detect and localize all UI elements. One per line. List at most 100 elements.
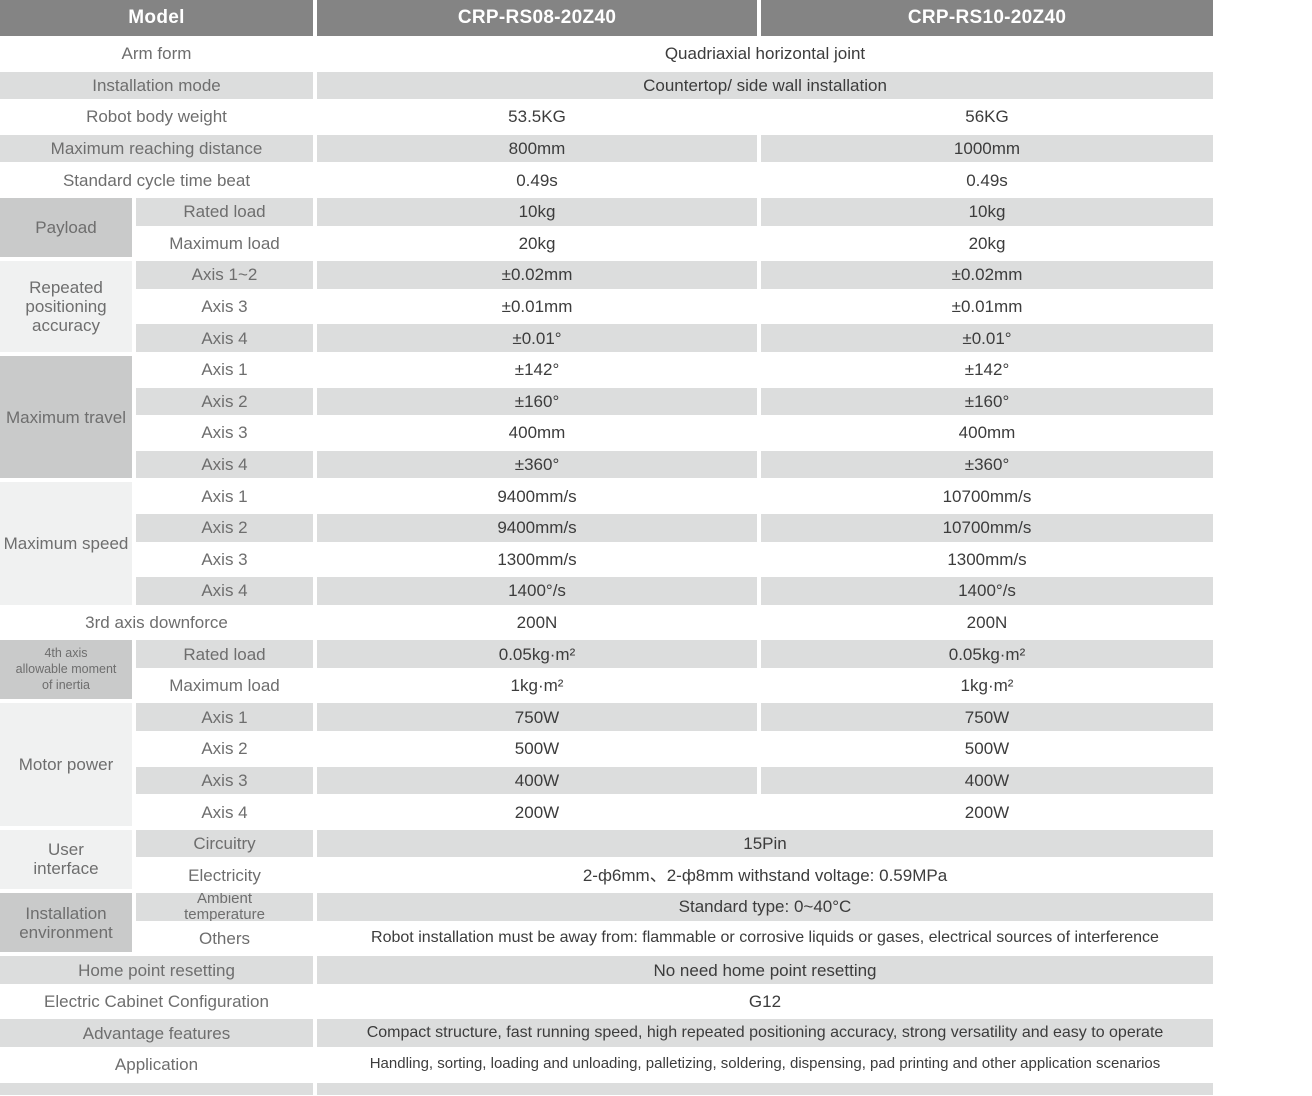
value-axis-3-r25-rs08: 400W: [317, 766, 757, 795]
sub-label-axis-1-r12: Axis 1: [136, 355, 313, 384]
value-axis-4-r19-rs10: 1400°/s: [761, 577, 1213, 605]
sub-label-axis-2-r13: Axis 2: [136, 387, 313, 416]
value-axis-2-r17-rs08: 9400mm/s: [317, 513, 757, 542]
row-label-advantage-features: Advantage features: [0, 1019, 313, 1047]
value-axis-1-r12-rs08: ±142°: [317, 355, 757, 384]
sub-label-axis-2-r17: Axis 2: [136, 513, 313, 542]
sub-label-electricity-r28: Electricity: [136, 861, 313, 890]
value-installation-mode: Countertop/ side wall installation: [317, 71, 1213, 100]
row-label-installation-mode: Installation mode: [0, 71, 313, 100]
value-axis-1-r12-rs10: ±142°: [761, 355, 1213, 384]
value-axis-1-r16-rs08: 9400mm/s: [317, 482, 757, 510]
group-label-maximum-speed: Maximum speed: [0, 482, 132, 605]
value-maximum-load-r22-rs08: 1kg·m²: [317, 671, 757, 700]
group-label-maximum-travel: Maximum travel: [0, 355, 132, 479]
sub-label-axis-4-r11: Axis 4: [136, 324, 313, 352]
value-axis-1-r23-rs10: 750W: [761, 703, 1213, 732]
sub-label-others-r30: Others: [136, 924, 313, 953]
value-axis-1-r23-rs08: 750W: [317, 703, 757, 732]
row-label-3rd-axis-downforce: 3rd axis downforce: [0, 608, 313, 637]
group-label-payload: Payload: [0, 197, 132, 258]
value-application: Handling, sorting, loading and unloading…: [317, 1051, 1213, 1079]
sub-label-axis-1-2-r9: Axis 1~2: [136, 261, 313, 289]
value-maximum-reaching-distance-rs08: 800mm: [317, 134, 757, 163]
value-axis-2-r17-rs10: 10700mm/s: [761, 513, 1213, 542]
sub-label-axis-3-r10: Axis 3: [136, 292, 313, 321]
col-header-crp-rs08-20z40: CRP-RS08-20Z40: [317, 0, 757, 36]
group-label-repeated-positioning-accuracy: Repeated positioning accuracy: [0, 261, 132, 352]
sub-label-axis-2-r24: Axis 2: [136, 735, 313, 763]
group-label-user-interface: User interface: [0, 829, 132, 890]
value-rated-load-r7-rs10: 10kg: [761, 197, 1213, 226]
value-rated-load-r21-rs08: 0.05kg·m²: [317, 640, 757, 668]
value-axis-3-r18-rs08: 1300mm/s: [317, 545, 757, 574]
value-maximum-load-r8-rs10: 20kg: [761, 229, 1213, 258]
value-arm-form: Quadriaxial horizontal joint: [317, 40, 1213, 68]
value-electric-cabinet-configuration: G12: [317, 987, 1213, 1016]
col-header-model: Model: [0, 0, 313, 36]
value-axis-4-r11-rs10: ±0.01°: [761, 324, 1213, 352]
value-standard-cycle-time-beat-rs08: 0.49s: [317, 166, 757, 194]
sub-label-axis-3-r25: Axis 3: [136, 766, 313, 795]
value-axis-4-r26-rs08: 200W: [317, 798, 757, 826]
value-axis-1-2-r9-rs08: ±0.02mm: [317, 261, 757, 289]
value-axis-4-r15-rs10: ±360°: [761, 450, 1213, 479]
sub-label-axis-1-r16: Axis 1: [136, 482, 313, 510]
value-robot-body-weight-rs10: 56KG: [761, 103, 1213, 131]
row-label-arm-form: Arm form: [0, 40, 313, 68]
sub-label-axis-4-r26: Axis 4: [136, 798, 313, 826]
value-circuitry-r27: 15Pin: [317, 829, 1213, 858]
sub-label-axis-3-r14: Axis 3: [136, 419, 313, 447]
value-axis-1-2-r9-rs10: ±0.02mm: [761, 261, 1213, 289]
value-advantage-features: Compact structure, fast running speed, h…: [317, 1019, 1213, 1047]
sub-label-ambient-temperature-r29: Ambient temperature: [136, 893, 313, 921]
value-others-r30: Robot installation must be away from: fl…: [317, 924, 1213, 953]
col-header-crp-rs10-20z40: CRP-RS10-20Z40: [761, 0, 1213, 36]
value-electricity-r28: 2-ф6mm、2-ф8mm withstand voltage: 0.59MPa: [317, 861, 1213, 890]
value-axis-3-r14-rs10: 400mm: [761, 419, 1213, 447]
value-maximum-reaching-distance-rs10: 1000mm: [761, 134, 1213, 163]
value-axis-2-r13-rs10: ±160°: [761, 387, 1213, 416]
value-standard-cycle-time-beat-rs10: 0.49s: [761, 166, 1213, 194]
value-axis-2-r24-rs08: 500W: [317, 735, 757, 763]
value-ambient-temperature-r29: Standard type: 0~40°C: [317, 893, 1213, 921]
value-axis-2-r13-rs08: ±160°: [317, 387, 757, 416]
sub-label-axis-3-r18: Axis 3: [136, 545, 313, 574]
partial-row-value: [317, 1082, 1213, 1095]
row-label-application: Application: [0, 1051, 313, 1079]
value-rated-load-r7-rs08: 10kg: [317, 197, 757, 226]
value-axis-1-r16-rs10: 10700mm/s: [761, 482, 1213, 510]
sub-label-maximum-load-r8: Maximum load: [136, 229, 313, 258]
partial-row-label: [0, 1082, 313, 1095]
value-axis-3-r18-rs10: 1300mm/s: [761, 545, 1213, 574]
value-axis-4-r15-rs08: ±360°: [317, 450, 757, 479]
row-label-robot-body-weight: Robot body weight: [0, 103, 313, 131]
value-maximum-load-r8-rs08: 20kg: [317, 229, 757, 258]
row-label-electric-cabinet-configuration: Electric Cabinet Configuration: [0, 987, 313, 1016]
value-maximum-load-r22-rs10: 1kg·m²: [761, 671, 1213, 700]
value-rated-load-r21-rs10: 0.05kg·m²: [761, 640, 1213, 668]
robot-spec-table: Model CRP-RS08-20Z40 CRP-RS10-20Z40 Arm for…: [0, 0, 1213, 1095]
value-3rd-axis-downforce-rs10: 200N: [761, 608, 1213, 637]
group-label-motor-power: Motor power: [0, 703, 132, 826]
value-home-point-resetting: No need home point resetting: [317, 956, 1213, 984]
value-axis-3-r10-rs08: ±0.01mm: [317, 292, 757, 321]
value-axis-4-r19-rs08: 1400°/s: [317, 577, 757, 605]
sub-label-axis-4-r15: Axis 4: [136, 450, 313, 479]
value-axis-3-r25-rs10: 400W: [761, 766, 1213, 795]
sub-label-rated-load-r21: Rated load: [136, 640, 313, 668]
value-axis-4-r26-rs10: 200W: [761, 798, 1213, 826]
sub-label-axis-1-r23: Axis 1: [136, 703, 313, 732]
sub-label-maximum-load-r22: Maximum load: [136, 671, 313, 700]
sub-label-rated-load-r7: Rated load: [136, 197, 313, 226]
value-robot-body-weight-rs08: 53.5KG: [317, 103, 757, 131]
group-label-installation-environment: Installation environment: [0, 893, 132, 953]
value-axis-2-r24-rs10: 500W: [761, 735, 1213, 763]
row-label-standard-cycle-time-beat: Standard cycle time beat: [0, 166, 313, 194]
sub-label-axis-4-r19: Axis 4: [136, 577, 313, 605]
value-3rd-axis-downforce-rs08: 200N: [317, 608, 757, 637]
value-axis-4-r11-rs08: ±0.01°: [317, 324, 757, 352]
row-label-home-point-resetting: Home point resetting: [0, 956, 313, 984]
sub-label-circuitry-r27: Circuitry: [136, 829, 313, 858]
group-label-4th-axis-allowable-moment-of-inertia: 4th axis allowable moment of inertia: [0, 640, 132, 700]
